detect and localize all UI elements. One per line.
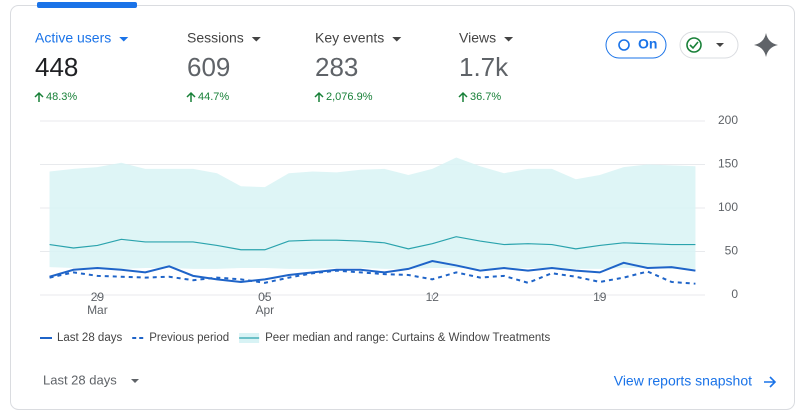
metric-change: 36.7% [470, 91, 501, 103]
range-band [49, 157, 696, 269]
status-icon [686, 37, 702, 53]
toggle-button[interactable] [605, 31, 667, 59]
metric-label[interactable]: Active users [35, 30, 111, 46]
up-arrow [34, 91, 44, 102]
y-tick-label: 150 [718, 157, 738, 171]
metric-label[interactable]: Key events [315, 30, 384, 46]
up-arrow [314, 91, 324, 102]
metric-change: 48.3% [46, 91, 77, 103]
series-line [49, 260, 696, 283]
x-tick-label: 29 [91, 290, 105, 304]
y-tick-label: 100 [718, 200, 738, 214]
y-tick-label: 0 [731, 287, 738, 301]
dropdown-arrow [716, 43, 724, 47]
x-tick-label: 12 [426, 290, 440, 304]
metric-value: 448 [35, 52, 78, 82]
dropdown-arrow [392, 37, 402, 42]
period-selector[interactable]: Last 28 days [43, 372, 117, 387]
snapshot-link[interactable]: View reports snapshot [614, 373, 752, 389]
check-icon [689, 41, 699, 50]
dropdown-arrow [131, 379, 139, 383]
dropdown-arrow [504, 37, 514, 42]
legend-label: Last 28 days [57, 332, 122, 344]
up-arrow [458, 91, 468, 102]
status-button[interactable] [679, 31, 739, 59]
legend-label: Peer median and range: Curtains & Window… [265, 332, 550, 344]
tab-indicator [37, 2, 137, 8]
dropdown-arrow [251, 37, 261, 42]
legend-label: Previous period [149, 332, 229, 344]
metric-label[interactable]: Views [459, 30, 496, 46]
toggle-icon [618, 39, 630, 51]
x-sublabel: Apr [256, 303, 275, 317]
series-line [49, 236, 696, 251]
metric-label[interactable]: Sessions [187, 30, 244, 46]
up-arrow [186, 91, 196, 102]
x-tick-label: 19 [593, 290, 607, 304]
sparkle-icon[interactable] [754, 33, 778, 57]
series-line [49, 269, 696, 285]
toggle-label[interactable]: On [638, 36, 657, 52]
metric-change: 2,076.9% [326, 91, 373, 103]
metric-value: 283 [315, 52, 358, 82]
y-tick-label: 50 [725, 244, 739, 258]
x-tick-label: 05 [258, 290, 272, 304]
metric-value: 609 [187, 52, 230, 82]
y-tick-label: 200 [718, 113, 738, 127]
x-sublabel: Mar [87, 303, 108, 317]
dropdown-arrow [119, 37, 129, 42]
link-arrow [764, 376, 777, 388]
metric-change: 44.7% [198, 91, 229, 103]
metric-value: 1.7k [459, 52, 509, 82]
